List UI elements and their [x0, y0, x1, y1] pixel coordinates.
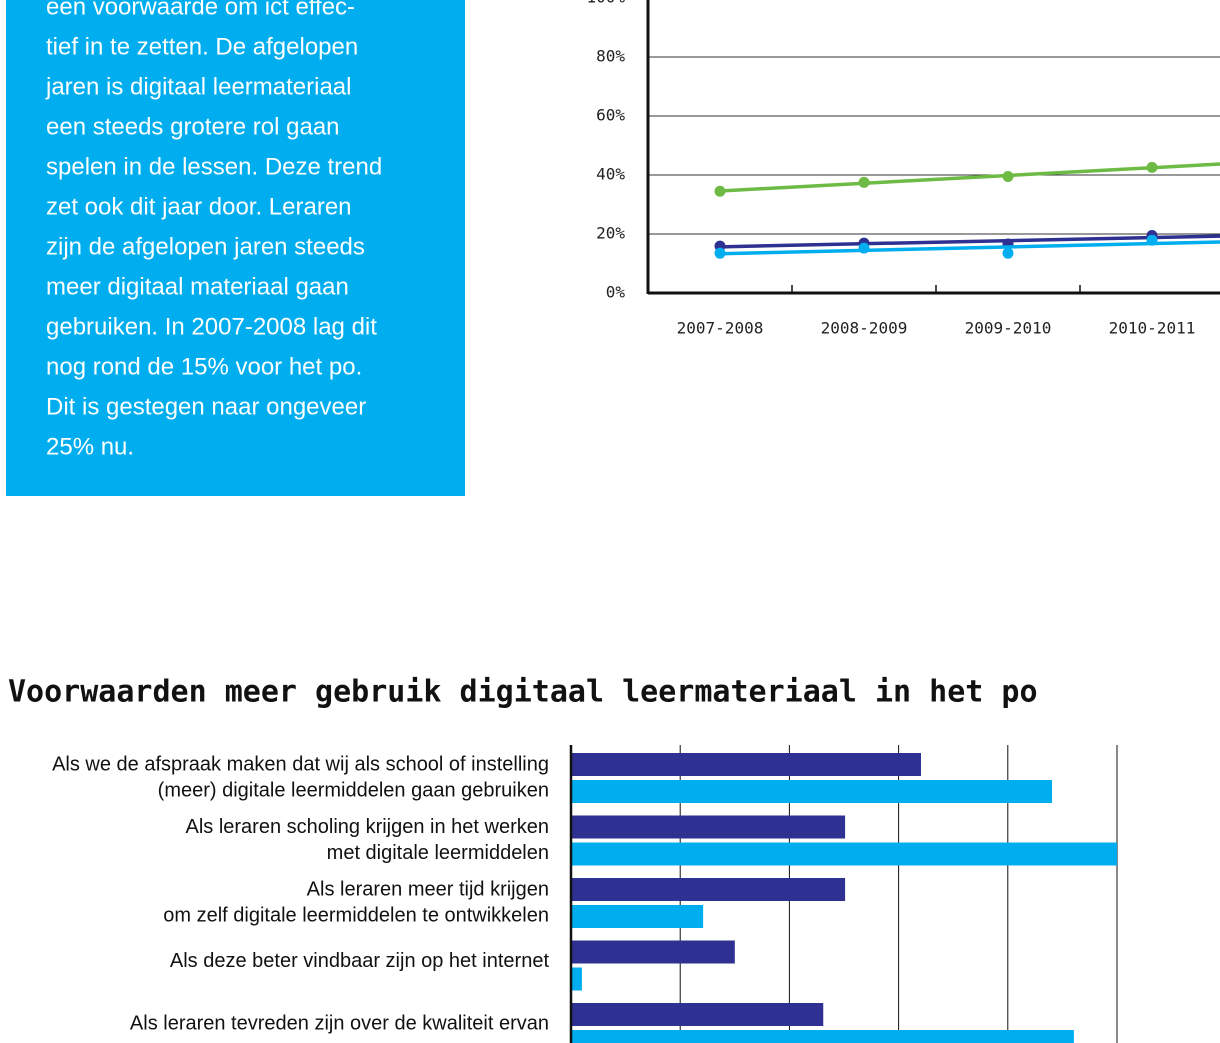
x-tick-label: 2008-2009: [821, 319, 908, 338]
bar: [571, 1030, 1074, 1043]
data-point: [1146, 161, 1158, 173]
category-label: Als leraren meer tijd krijgen: [307, 878, 549, 900]
text-line: 25% nu.: [46, 433, 134, 460]
y-tick-label: 60%: [596, 106, 625, 125]
data-point: [1146, 234, 1158, 246]
text-line: een steeds grotere rol gaan: [46, 113, 340, 140]
data-point: [714, 247, 726, 259]
text-line: een voorwaarde om ict effec-: [46, 0, 355, 20]
text-line: spelen in de lessen. Deze trend: [46, 153, 382, 180]
category-label: Als leraren tevreden zijn over de kwalit…: [130, 1012, 549, 1034]
category-label: Als leraren scholing krijgen in het werk…: [185, 816, 549, 838]
data-point: [858, 176, 870, 188]
data-point: [1002, 247, 1014, 259]
text-line: Dit is gestegen naar ongeveer: [46, 393, 366, 420]
y-tick-label: 20%: [596, 224, 625, 243]
data-point: [858, 242, 870, 254]
text-line: tief in te zetten. De afgelopen: [46, 33, 358, 60]
bar: [571, 780, 1053, 803]
text-line: meer digitaal materiaal gaan: [46, 273, 349, 300]
x-tick-label: 2007-2008: [677, 319, 764, 338]
bar: [571, 878, 846, 901]
text-box: [6, 0, 465, 496]
bar: [571, 815, 846, 839]
text-line: gebruiken. In 2007-2008 lag dit: [46, 313, 377, 340]
text-line: zet ook dit jaar door. Leraren: [46, 193, 352, 220]
category-label: Als deze beter vindbaar zijn op het inte…: [170, 950, 550, 972]
y-tick-label: 80%: [596, 47, 625, 66]
category-label: Als we de afspraak maken dat wij als sch…: [52, 753, 549, 775]
x-tick-label: 2010-2011: [1109, 319, 1196, 338]
text-line: zijn de afgelopen jaren steeds: [46, 233, 365, 260]
text-line: jaren is digitaal leermateriaal: [45, 73, 351, 100]
bar: [571, 842, 1117, 866]
y-tick-label: 100%: [586, 0, 625, 7]
y-tick-label: 0%: [606, 283, 626, 302]
text-line: nog rond de 15% voor het po.: [46, 353, 362, 380]
bar: [571, 753, 921, 776]
data-point: [714, 185, 726, 197]
trend-line: [719, 240, 1220, 256]
category-label: met digitale leermiddelen: [327, 842, 549, 864]
bar: [571, 1003, 824, 1026]
y-tick-label: 40%: [596, 165, 625, 184]
bar: [571, 940, 735, 964]
bar: [571, 905, 704, 928]
category-label: (meer) digitale leermiddelen gaan gebrui…: [158, 779, 549, 801]
trend-line: [719, 234, 1220, 249]
trend-line: [719, 162, 1220, 193]
data-point: [1002, 170, 1014, 182]
bar: [571, 967, 582, 991]
chart-title: Voorwaarden meer gebruik digitaal leerma…: [8, 675, 1038, 710]
category-label: om zelf digitale leermiddelen te ontwikk…: [163, 904, 549, 926]
x-tick-label: 2009-2010: [965, 319, 1052, 338]
